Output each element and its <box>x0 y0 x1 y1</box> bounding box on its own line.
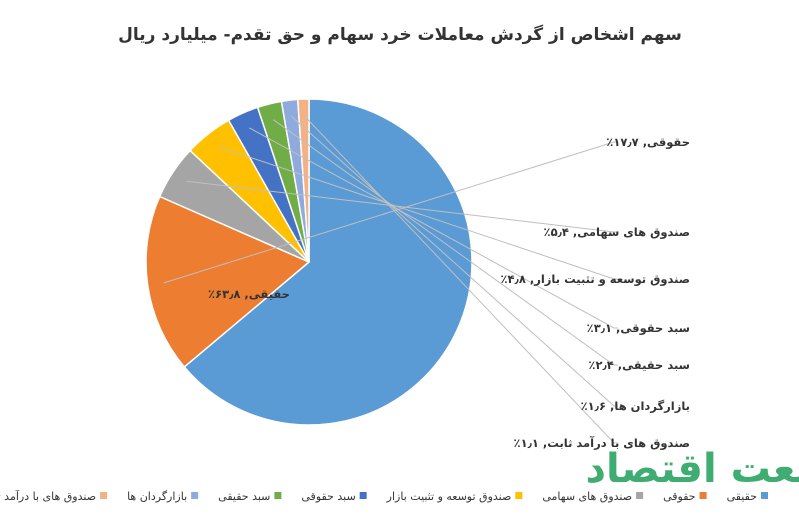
legend-entry: صندوق های سهامی <box>542 490 632 503</box>
data-label: حقیقی, ۶۳٫۸٪ <box>208 287 290 301</box>
legend-swatch <box>100 492 108 499</box>
leader-line <box>303 115 618 444</box>
legend-entry: صندوق توسعه و تثبیت بازار <box>386 490 512 503</box>
legend-swatch <box>636 492 644 499</box>
data-label: بازارگردان ها, ۱٫۶٪ <box>581 399 690 413</box>
data-label: سبد حقوقی, ۳٫۱٪ <box>587 321 690 336</box>
leader-line <box>218 146 618 280</box>
watermark-text: صنعت اقتصاد <box>585 446 799 492</box>
legend-entry: بازارگردان ها <box>127 490 187 503</box>
watermark-logo: صنعت اقتصاد <box>585 446 799 492</box>
legend-swatch <box>274 492 282 499</box>
data-label: حقوقی, ۱۷٫۷٪ <box>606 135 690 150</box>
chart-title: سهم اشخاص از گردش معاملات خرد سهام و حق … <box>118 24 682 45</box>
legend-swatch <box>699 492 707 499</box>
pie-slice <box>145 195 311 369</box>
data-label: صندوق توسعه و تثبیت بازار, ۴٫۸٪ <box>501 272 691 287</box>
legend: حقیقی حقوقی صندوق های سهامی صندوق توسعه و ت… <box>0 489 768 503</box>
legend-entry: حقیقی <box>727 490 757 503</box>
legend-entry: سبد حقیقی <box>218 490 270 503</box>
leader-line <box>163 141 618 284</box>
pie-slice <box>183 98 473 426</box>
legend-swatch <box>761 492 768 499</box>
legend-entry: حقوقی <box>663 490 695 503</box>
data-labels: حقیقی, ۶۳٫۸٪ حقوقی, ۱۷٫۷٪ صندوق های سهامی,… <box>208 135 690 451</box>
leader-lines <box>163 115 618 444</box>
pie-slices <box>145 98 473 426</box>
leader-line <box>291 115 618 407</box>
data-label: سبد حقیقی, ۲٫۴٪ <box>588 358 690 372</box>
legend-swatch <box>191 492 199 499</box>
leader-line <box>249 127 618 329</box>
data-label: صندوق های سهامی, ۵٫۴٪ <box>544 225 690 240</box>
legend-swatch <box>359 492 367 499</box>
leader-line <box>186 180 618 233</box>
legend-entry: سبد حقوقی <box>301 490 355 503</box>
legend-swatch <box>515 492 523 499</box>
legend-entry: صندوق های با درآمد ثابت <box>0 489 96 503</box>
data-label: صندوق های با درآمد ثابت, ۱٫۱٪ <box>514 436 690 451</box>
